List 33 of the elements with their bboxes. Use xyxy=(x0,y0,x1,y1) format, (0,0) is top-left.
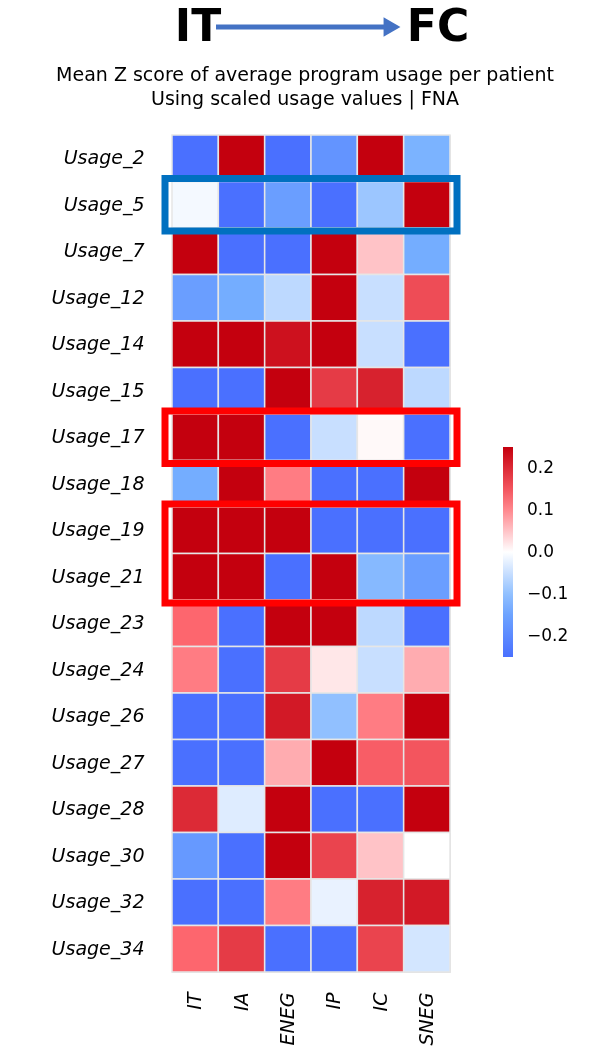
x-tick-label: IT xyxy=(183,991,206,1010)
y-tick-label: Usage_17 xyxy=(51,425,145,449)
chart-title: Mean Z score of average program usage per patient xyxy=(56,63,554,85)
color-bar-label: 0.2 xyxy=(527,457,555,477)
color-bar-label: 0.0 xyxy=(527,541,555,561)
y-tick-label: Usage_28 xyxy=(51,797,145,821)
y-tick-label: Usage_34 xyxy=(51,936,145,960)
y-tick-label: Usage_12 xyxy=(51,285,145,309)
color-bar-label: 0.1 xyxy=(527,499,555,519)
x-tick-label: SNEG xyxy=(414,992,437,1046)
chart-subtitle: Using scaled usage values | FNA xyxy=(150,87,460,110)
y-tick-label: Usage_18 xyxy=(51,471,145,495)
x-tick-label: IP xyxy=(322,991,345,1010)
y-tick-label: Usage_5 xyxy=(63,192,145,216)
y-tick-label: Usage_32 xyxy=(51,890,145,914)
y-tick-label: Usage_21 xyxy=(51,564,145,588)
y-tick-label: Usage_2 xyxy=(63,146,145,170)
y-tick-label: Usage_23 xyxy=(51,611,145,635)
y-tick-label: Usage_19 xyxy=(51,518,145,542)
x-tick-label: IC xyxy=(368,991,391,1012)
x-tick-label: IA xyxy=(229,992,252,1012)
y-tick-label: Usage_14 xyxy=(51,332,145,356)
color-bar-label: −0.2 xyxy=(527,625,569,645)
y-tick-label: Usage_15 xyxy=(51,378,145,402)
y-tick-label: Usage_27 xyxy=(51,750,145,774)
y-tick-label: Usage_30 xyxy=(51,843,145,867)
y-tick-label: Usage_26 xyxy=(51,704,145,728)
color-bar-label: −0.1 xyxy=(527,583,569,603)
y-tick-label: Usage_7 xyxy=(63,239,145,263)
x-tick-label: ENEG xyxy=(275,992,298,1046)
y-tick-label: Usage_24 xyxy=(51,657,145,681)
text: FC xyxy=(406,0,470,51)
text: IT xyxy=(174,0,222,51)
